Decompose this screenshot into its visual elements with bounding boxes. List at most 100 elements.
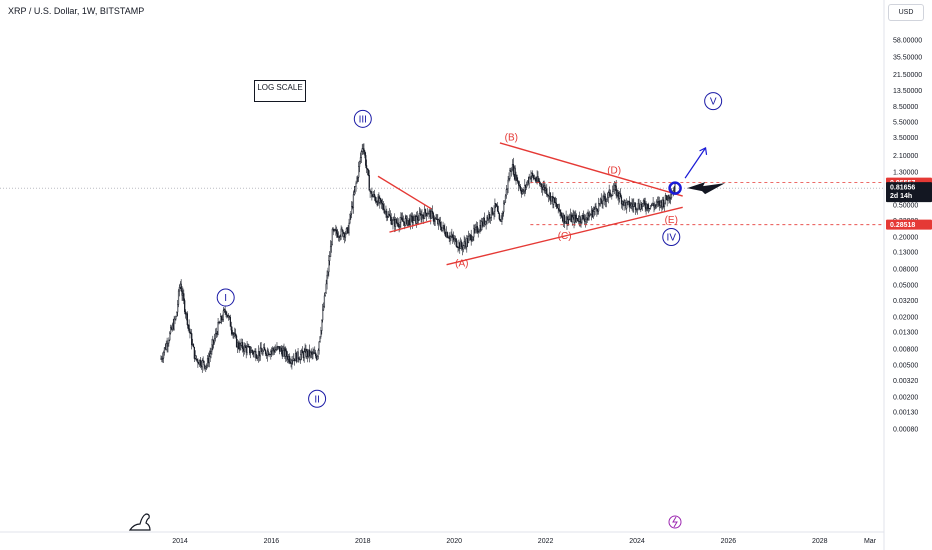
candle-body <box>433 220 435 222</box>
candle-body <box>251 350 253 353</box>
candle-body <box>604 196 606 200</box>
candle-body <box>422 214 424 217</box>
candle-body <box>418 213 420 221</box>
chart-title: XRP / U.S. Dollar, 1W, BITSTAMP <box>8 6 145 16</box>
candle-body <box>168 339 170 344</box>
candle-body <box>659 200 661 206</box>
candle-body <box>181 290 183 296</box>
candle-body <box>339 236 341 238</box>
candle-body <box>612 191 614 196</box>
candle-body <box>464 241 466 244</box>
candle-body <box>231 329 233 334</box>
candle-body <box>427 213 429 215</box>
candle-body <box>560 211 562 216</box>
candle-body <box>217 322 219 335</box>
wave-label: I <box>224 293 227 304</box>
candle-body <box>530 175 532 180</box>
candle-body <box>329 246 332 257</box>
candle-body <box>359 157 362 162</box>
candle-body <box>205 366 207 369</box>
trendline <box>446 206 683 266</box>
candle-body <box>516 174 518 181</box>
candle-body <box>613 184 616 190</box>
candle-body <box>270 351 272 355</box>
candle-body <box>177 290 180 305</box>
candle-body <box>229 317 231 327</box>
candle-body <box>274 349 276 353</box>
candle-body <box>583 215 585 220</box>
candle-body <box>532 175 535 179</box>
candle-body <box>360 151 362 158</box>
candle-body <box>344 233 347 238</box>
y-tick-label: 0.01300 <box>893 329 918 336</box>
x-tick-label: 2020 <box>446 538 462 545</box>
currency-button[interactable]: USD <box>888 4 924 21</box>
y-tick-label: 0.00500 <box>893 363 918 370</box>
candle-body <box>211 344 213 352</box>
candle-body <box>506 188 508 190</box>
candle-body <box>358 166 360 178</box>
wave-label: V <box>710 97 717 108</box>
candle-body <box>476 225 478 233</box>
wave-label: IV <box>667 232 677 243</box>
candle-body <box>409 215 412 226</box>
y-tick-label: 0.08000 <box>893 266 918 273</box>
candle-body <box>208 356 210 364</box>
y-tick-label: 0.00130 <box>893 409 918 416</box>
candle-body <box>262 350 264 355</box>
y-tick-label: 1.30000 <box>893 169 918 176</box>
candle-body <box>222 310 224 320</box>
candle-body <box>257 356 259 359</box>
candle-body <box>193 346 195 359</box>
candle-body <box>494 203 496 212</box>
candle-body <box>348 222 350 234</box>
candle-body <box>502 211 504 214</box>
candle-body <box>264 347 266 351</box>
candle-body <box>388 213 391 216</box>
candle-body <box>350 213 352 215</box>
candle-body <box>298 358 300 360</box>
candle-body <box>318 341 320 351</box>
candle-body <box>517 180 519 183</box>
candle-body <box>230 326 232 331</box>
candle-body <box>435 218 437 220</box>
candle-body <box>390 216 392 225</box>
candle-body <box>250 352 252 354</box>
candle-body <box>226 313 228 316</box>
candle-body <box>382 204 384 210</box>
candle-body <box>352 194 355 208</box>
candle-body <box>391 223 393 225</box>
candle-body <box>195 355 197 360</box>
candle-body <box>455 238 457 247</box>
candle-body <box>221 319 224 321</box>
price-tag <box>886 219 932 230</box>
candle-body <box>652 202 654 206</box>
candle-body <box>505 189 507 197</box>
candle-body <box>508 178 510 181</box>
candle-body <box>606 197 609 200</box>
candle-body <box>337 233 339 238</box>
y-tick-label: 21.50000 <box>893 72 922 79</box>
candle-body <box>467 236 470 243</box>
x-tick-label: 2018 <box>355 538 371 545</box>
candle-body <box>670 197 672 199</box>
candle-body <box>525 183 528 188</box>
candle-body <box>507 179 509 189</box>
x-tick-label: 2028 <box>812 538 828 545</box>
candle-body <box>589 214 591 216</box>
candle-body <box>620 196 623 205</box>
candle-body <box>315 352 317 357</box>
candle-body <box>214 333 217 339</box>
candle-body <box>598 203 600 212</box>
candle-body <box>444 228 446 234</box>
candle-body <box>368 175 370 191</box>
candle-body <box>473 228 475 238</box>
candle-body <box>327 271 329 276</box>
candle-body <box>167 342 169 347</box>
candle-body <box>372 195 374 198</box>
candle-body <box>371 191 373 198</box>
trendline <box>499 142 683 197</box>
trendline <box>377 175 432 210</box>
candle-body <box>626 202 628 209</box>
